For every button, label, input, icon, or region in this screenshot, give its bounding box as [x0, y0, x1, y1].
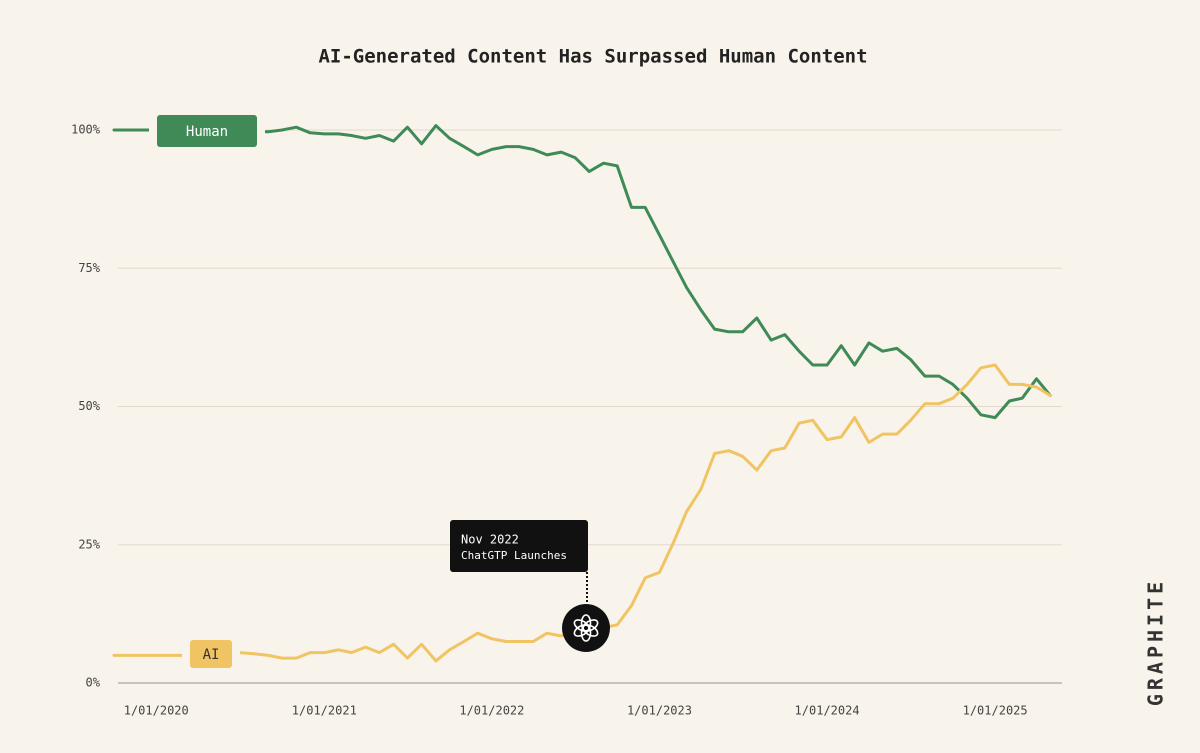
- x-tick-label: 1/01/2020: [124, 704, 189, 718]
- x-tick-label: 1/01/2025: [963, 704, 1028, 718]
- logo: [573, 614, 599, 642]
- legend-label: Human: [186, 124, 228, 140]
- x-tick-label: 1/01/2022: [459, 704, 524, 718]
- y-tick-label: 25%: [78, 537, 100, 551]
- chart-title: AI-Generated Content Has Surpassed Human…: [318, 46, 867, 68]
- annotation-text: Nov 2022: [461, 533, 519, 547]
- y-tick-label: 75%: [78, 261, 100, 275]
- x-tick-label: 1/01/2023: [627, 704, 692, 718]
- legend-swatch: [157, 115, 257, 147]
- y-tick-label: 0%: [86, 676, 101, 690]
- logo-petal: [573, 619, 590, 632]
- y-tick-label: 50%: [78, 399, 100, 413]
- annotation-box: [450, 520, 588, 572]
- legend-swatch: [190, 640, 232, 668]
- watermark: GRAPHITE: [1144, 578, 1168, 706]
- legend-label: AI: [203, 647, 220, 663]
- annotation-text: ChatGTP Launches: [461, 549, 567, 562]
- y-tick-label: 100%: [71, 123, 101, 137]
- x-tick-label: 1/01/2024: [795, 704, 860, 718]
- x-tick-label: 1/01/2021: [292, 704, 357, 718]
- annotation-marker: [562, 604, 610, 652]
- series-line: [112, 124, 1052, 420]
